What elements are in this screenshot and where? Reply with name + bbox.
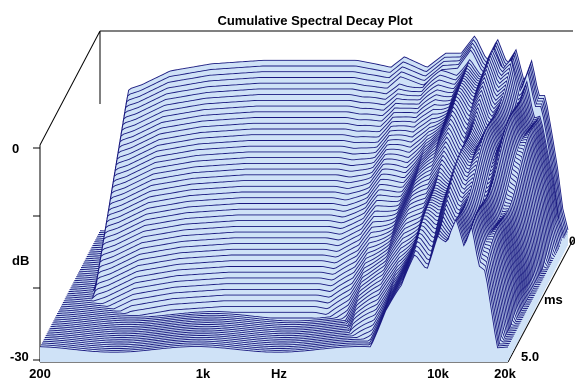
slice-line-14	[86, 76, 556, 259]
slice-line-17	[83, 89, 552, 264]
chart-title: Cumulative Spectral Decay Plot	[217, 13, 413, 28]
z-axis-label: ms	[544, 292, 563, 307]
slice-line-51	[51, 190, 520, 331]
slice-line-59	[43, 212, 512, 346]
x-axis-label: Hz	[271, 366, 287, 381]
slice-line-57	[45, 209, 514, 342]
slice-line-63	[39, 218, 509, 353]
slice-line-13	[87, 72, 556, 257]
decay-slices	[39, 35, 569, 362]
y-tick-label-minus30: -30	[10, 349, 29, 364]
slice-line-24	[77, 114, 546, 277]
slice-line-55	[47, 206, 516, 338]
axis-labels: 0 dB -30 200 1k Hz 10k 20k 0 ms 5.0	[10, 141, 575, 381]
slice-line-15	[85, 80, 554, 261]
z-tick-label-0: 0	[569, 234, 575, 248]
x-tick-label-200: 200	[29, 366, 51, 381]
z-tick-label-5: 5.0	[521, 349, 539, 364]
left-depth-top-edge	[39, 30, 101, 146]
slice-line-53	[49, 199, 518, 335]
slice-line-16	[84, 85, 553, 263]
depth-z-axis	[507, 239, 574, 363]
slice-line-58	[44, 211, 513, 344]
slice-line-18	[82, 92, 551, 266]
slice-line-56	[46, 207, 515, 340]
x-tick-label-20k: 20k	[494, 366, 516, 381]
y-tick-label-0: 0	[12, 141, 19, 156]
slice-line-21	[79, 102, 549, 272]
x-tick-label-10k: 10k	[427, 366, 449, 381]
y-axis-label: dB	[12, 253, 29, 268]
slice-line-52	[50, 194, 519, 333]
slice-line-19	[81, 95, 550, 268]
slice-line-22	[78, 106, 548, 274]
x-tick-label-1k: 1k	[196, 366, 211, 381]
axis-ticks	[33, 147, 40, 361]
slice-line-20	[80, 99, 550, 270]
slice-line-54	[48, 203, 517, 337]
slice-fill-63	[40, 219, 508, 362]
slice-line-25	[76, 117, 545, 279]
slice-line-23	[78, 110, 547, 276]
